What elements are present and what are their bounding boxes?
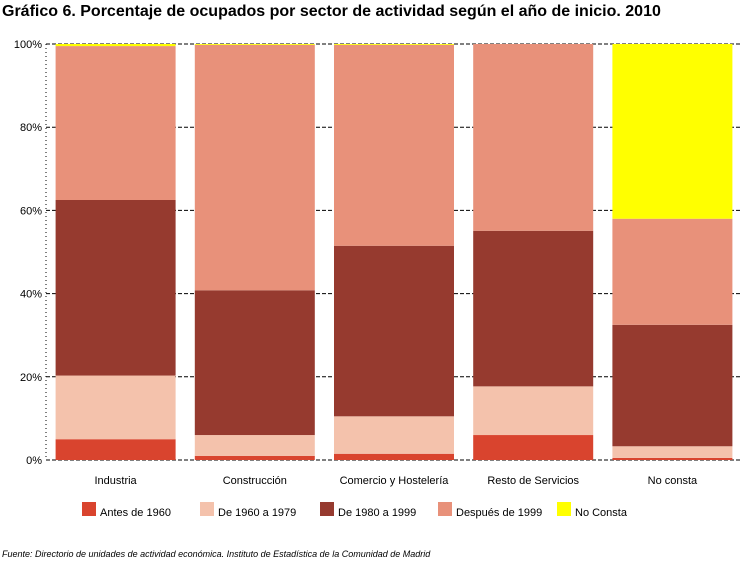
legend-label: Antes de 1960 bbox=[100, 507, 171, 519]
y-tick-label: 80% bbox=[20, 122, 42, 134]
bar-segment bbox=[194, 44, 315, 45]
legend-label: De 1960 a 1979 bbox=[218, 507, 296, 519]
bar-segment bbox=[55, 200, 176, 376]
bar-segment bbox=[194, 44, 315, 291]
bar-segment bbox=[334, 44, 454, 45]
legend-swatch bbox=[438, 502, 452, 516]
chart-title: Gráfico 6. Porcentaje de ocupados por se… bbox=[2, 3, 661, 20]
bar-segment bbox=[55, 44, 176, 47]
bar-segment bbox=[194, 455, 315, 460]
legend-swatch bbox=[320, 502, 334, 516]
bar-segment bbox=[55, 46, 176, 200]
bar-segment bbox=[612, 446, 733, 458]
bar-segment bbox=[55, 375, 176, 440]
legend-label: De 1980 a 1999 bbox=[338, 507, 416, 519]
bar-segment bbox=[612, 457, 733, 460]
legend-swatch bbox=[82, 502, 96, 516]
bar-segment bbox=[334, 453, 454, 460]
x-tick-label: Construcción bbox=[223, 475, 287, 487]
y-tick-label: 100% bbox=[14, 39, 42, 51]
x-tick-label: Resto de Servicios bbox=[487, 475, 579, 487]
bar-segment bbox=[334, 44, 454, 246]
stacked-bar-chart: 0% 20% 40% 60% 80% 100% Industria Construcción C… bbox=[14, 39, 742, 519]
bar-segment bbox=[473, 230, 594, 387]
bar-segment bbox=[55, 439, 176, 460]
legend-label: No Consta bbox=[575, 507, 628, 519]
y-tick-label: 40% bbox=[20, 289, 42, 301]
bar-segment bbox=[473, 44, 594, 231]
x-tick-label: Industria bbox=[94, 475, 137, 487]
bar-segment bbox=[612, 218, 733, 325]
y-tick-label: 20% bbox=[20, 372, 42, 384]
y-tick-label: 0% bbox=[26, 455, 42, 467]
x-tick-label: Comercio y Hostelería bbox=[340, 475, 450, 487]
bar-segment bbox=[334, 245, 454, 417]
bar-segment bbox=[194, 435, 315, 456]
bar-segment bbox=[612, 44, 733, 219]
bar-segment bbox=[612, 324, 733, 447]
legend-label: Después de 1999 bbox=[456, 507, 542, 519]
x-tick-label: No consta bbox=[648, 475, 698, 487]
source-note: Fuente: Directorio de unidades de activi… bbox=[2, 549, 431, 559]
bar-segment bbox=[473, 386, 594, 436]
bar-segment bbox=[473, 435, 594, 460]
bar-segment bbox=[194, 290, 315, 436]
y-tick-label: 60% bbox=[20, 205, 42, 217]
legend-swatch bbox=[200, 502, 214, 516]
legend-swatch bbox=[557, 502, 571, 516]
bar-segment bbox=[334, 416, 454, 454]
